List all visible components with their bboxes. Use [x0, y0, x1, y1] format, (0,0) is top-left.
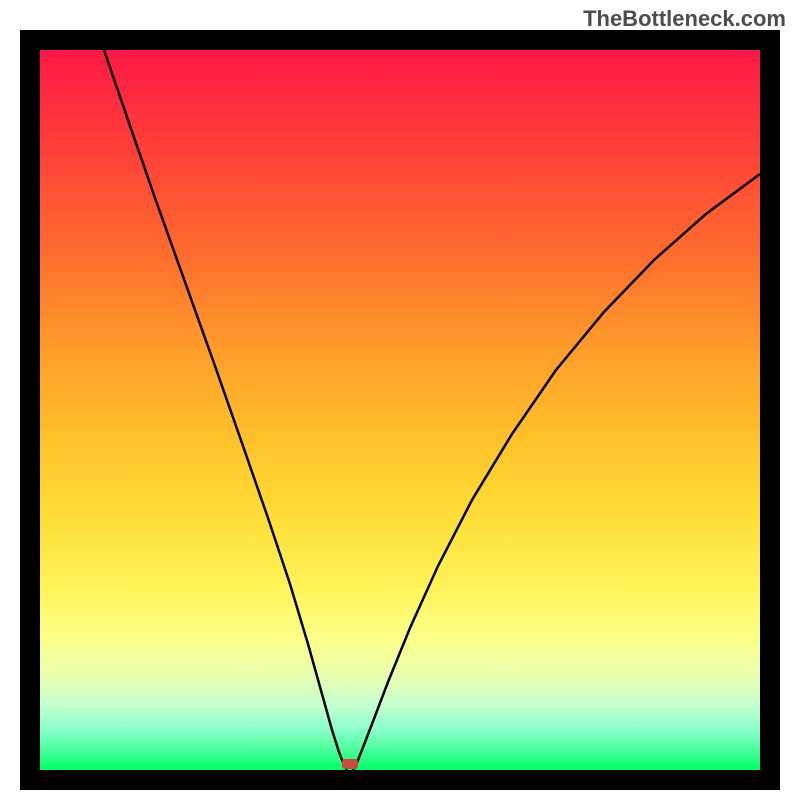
- bottleneck-curve: [40, 50, 760, 770]
- minimum-marker: [342, 759, 358, 769]
- watermark-text: TheBottleneck.com: [583, 6, 786, 32]
- canvas: TheBottleneck.com: [0, 0, 800, 800]
- curve-left-branch: [104, 50, 347, 770]
- plot-frame: [20, 30, 780, 790]
- curve-right-branch: [353, 174, 760, 770]
